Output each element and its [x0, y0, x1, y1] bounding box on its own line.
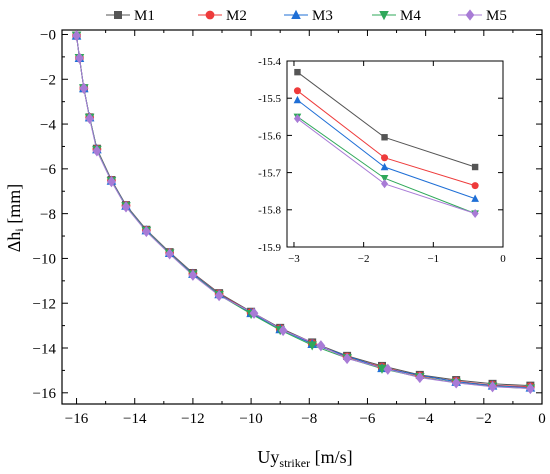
- y-tick-label: -15.5: [258, 93, 281, 105]
- y-tick-label: -15.4: [258, 56, 281, 68]
- x-axis-label-sub: striker: [279, 456, 310, 470]
- data-point-m5: [188, 269, 198, 281]
- data-point-m1: [471, 163, 479, 171]
- y-axis-label-main: Δh: [4, 232, 24, 253]
- legend-label-m5: M5: [486, 8, 507, 24]
- x-tick-label: −12: [181, 411, 204, 427]
- x-tick-label: 0: [500, 253, 506, 265]
- y-tick-label: −16: [33, 386, 57, 402]
- x-tick-label: −8: [301, 411, 317, 427]
- x-tick-label: −14: [123, 411, 147, 427]
- data-point-m2: [381, 154, 389, 162]
- legend-label-m1: M1: [134, 8, 155, 24]
- data-point-m2: [471, 182, 479, 190]
- x-tick-label: −2: [476, 411, 492, 427]
- x-axis-label-main: Uy: [257, 447, 279, 467]
- data-point-m5: [85, 112, 95, 125]
- y-tick-label: −6: [40, 162, 56, 178]
- data-point-m5: [278, 324, 288, 337]
- y-tick-label: −8: [40, 207, 56, 223]
- x-axis-label: Uystriker [m/s]: [257, 447, 352, 470]
- y-tick-label: −12: [33, 296, 56, 312]
- data-point-m5: [488, 381, 497, 393]
- x-tick-label: −2: [358, 253, 370, 265]
- data-point-m5: [72, 29, 81, 42]
- y-tick-label: −4: [40, 117, 56, 133]
- data-point-m5: [249, 307, 259, 319]
- data-point-m4: [377, 364, 387, 374]
- x-tick-label: −3: [288, 253, 300, 265]
- x-tick-label: −10: [239, 411, 262, 427]
- legend-marker-m3: [291, 9, 301, 19]
- legend-label-m2: M2: [226, 8, 247, 24]
- y-tick-label: -15.9: [258, 242, 281, 254]
- y-axis-label-sub: i: [12, 228, 26, 232]
- y-tick-label: −10: [33, 252, 56, 268]
- data-point-m5: [471, 209, 479, 218]
- data-point-m5: [165, 248, 175, 260]
- data-point-m5: [214, 290, 224, 302]
- data-point-m5: [107, 176, 116, 188]
- data-point-m3: [380, 162, 389, 171]
- inset-plot: −3 −2 −1 0 -15.4 -15.5 -15.6 -15.7 -15.8 -15.9: [258, 56, 506, 265]
- x-tick-label: −16: [65, 411, 89, 427]
- data-point-m5: [342, 352, 352, 365]
- legend-label-m3: M3: [312, 8, 333, 24]
- data-point-m5: [79, 82, 89, 94]
- legend-marker-m1: [114, 11, 122, 19]
- legend-label-m4: M4: [400, 8, 421, 24]
- data-point-m5: [293, 114, 301, 124]
- data-point-m5: [75, 52, 84, 64]
- data-point-m5: [141, 225, 151, 238]
- data-point-m2: [293, 87, 301, 95]
- data-point-m4: [307, 341, 317, 351]
- data-point-m1: [381, 134, 388, 141]
- x-tick-label: −4: [418, 411, 434, 427]
- legend-marker-m5: [465, 9, 475, 21]
- data-point-m5: [383, 363, 393, 375]
- y-tick-label: −0: [40, 28, 56, 44]
- data-point-m3: [293, 95, 302, 104]
- data-point-m3: [471, 194, 479, 202]
- legend-marker-m4: [379, 11, 389, 21]
- y-axis-label: Δhi [mm]: [4, 184, 26, 252]
- y-tick-label: −14: [33, 341, 57, 357]
- series-line-m5: [76, 35, 531, 389]
- x-tick-label: −6: [359, 411, 375, 427]
- x-tick-label: 0: [538, 411, 546, 427]
- plot-frame: [286, 60, 504, 248]
- x-tick-label: −1: [427, 253, 439, 265]
- data-point-m5: [415, 371, 425, 384]
- data-point-m1: [294, 68, 301, 76]
- legend-marker-m2: [205, 10, 215, 20]
- legend: M1 M2 M3 M4 M5: [106, 8, 507, 24]
- y-tick-label: −2: [40, 73, 56, 89]
- data-point-m5: [92, 145, 102, 157]
- data-point-m5: [525, 382, 535, 395]
- y-tick-label: -15.7: [258, 167, 281, 179]
- data-point-m5: [316, 340, 326, 352]
- data-point-m4: [380, 174, 389, 183]
- x-axis-label-unit: [m/s]: [310, 447, 353, 467]
- y-axis-label-unit: [mm]: [4, 184, 24, 229]
- data-point-m5: [381, 179, 389, 189]
- data-point-m5: [121, 201, 131, 213]
- data-point-m5: [451, 377, 461, 389]
- y-tick-label: -15.8: [258, 205, 281, 217]
- y-tick-label: -15.6: [258, 130, 281, 142]
